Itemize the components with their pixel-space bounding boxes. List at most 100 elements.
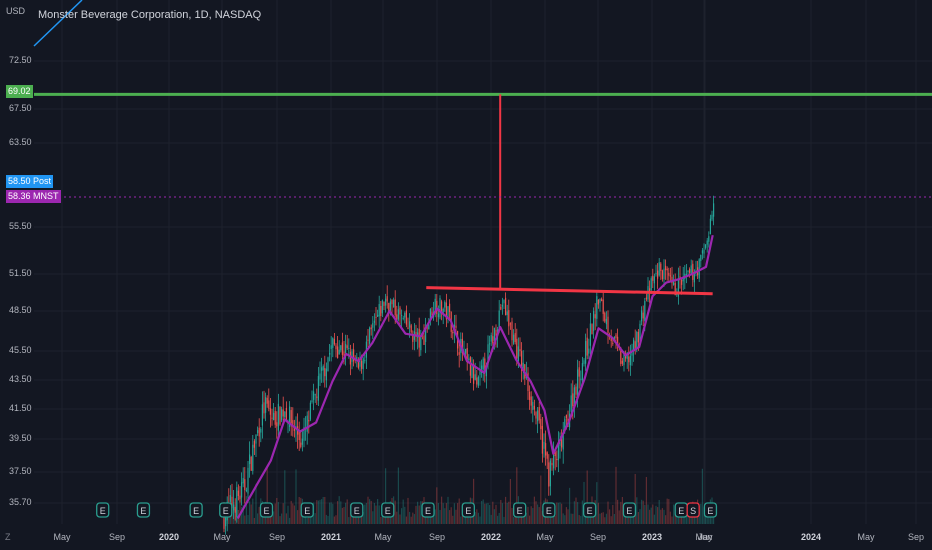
volume-bar — [562, 513, 564, 524]
volume-bar — [610, 516, 612, 524]
scale-toggle-button[interactable]: Z — [5, 532, 11, 542]
earnings-marker[interactable]: E — [582, 502, 597, 518]
earnings-marker[interactable]: E — [622, 502, 637, 518]
drawing-tools[interactable] — [33, 0, 932, 296]
volume-bar — [463, 517, 465, 524]
volume-bar — [665, 515, 667, 524]
earnings-marker[interactable]: E — [703, 502, 718, 518]
candle-body — [546, 452, 548, 459]
candle-body — [575, 386, 577, 395]
earnings-badge — [189, 502, 203, 518]
earnings-badge — [542, 502, 556, 518]
candle-body — [357, 359, 359, 368]
volume-bar — [666, 498, 668, 524]
volume-bar — [257, 513, 259, 524]
candle-body — [345, 343, 347, 353]
earnings-marker[interactable]: E — [421, 502, 435, 518]
volume-bar — [433, 514, 435, 524]
earnings-marker[interactable]: E — [350, 502, 364, 518]
volume-bar — [253, 517, 255, 524]
price-tick-label: 35.70 — [9, 497, 32, 507]
price-tick-label: 43.50 — [9, 374, 32, 384]
candle-body — [701, 250, 703, 254]
candle-body — [503, 299, 505, 304]
earnings-badge — [622, 502, 637, 518]
candle-body — [364, 360, 366, 362]
earnings-marker[interactable]: E — [300, 502, 314, 518]
volume-bar — [663, 509, 665, 524]
target-price-tag: 69.02 — [6, 85, 33, 98]
candle-body — [249, 454, 251, 464]
earnings-marker[interactable]: E — [219, 502, 233, 518]
volume-bar — [503, 516, 505, 524]
candle-body — [473, 363, 475, 384]
candle-body — [271, 417, 273, 419]
candle-body — [445, 302, 447, 320]
volume-bar — [581, 500, 583, 524]
earnings-marker[interactable]: E — [674, 502, 688, 518]
candle-body — [356, 357, 358, 360]
candle-body — [551, 462, 553, 466]
volume-bar — [325, 514, 327, 524]
volume-bar — [532, 508, 534, 524]
volume-bar — [293, 505, 295, 524]
candle-body — [644, 301, 646, 321]
candle-body — [391, 299, 393, 305]
earnings-marker[interactable]: E — [259, 502, 274, 518]
earnings-marker[interactable]: E — [189, 502, 203, 518]
volume-bar — [645, 476, 647, 524]
candle-body — [561, 436, 563, 448]
earnings-marker[interactable]: E — [381, 502, 395, 518]
candle-body — [306, 415, 308, 432]
candlestick-series — [223, 195, 715, 535]
volume-bar — [377, 499, 379, 524]
candle-body — [236, 487, 238, 518]
earnings-marker[interactable]: E — [513, 502, 527, 518]
candle-body — [596, 296, 598, 319]
volume-bar — [612, 505, 614, 524]
trend-line[interactable] — [33, 0, 83, 47]
candle-body — [641, 310, 643, 322]
volume-bar — [372, 511, 374, 524]
volume-bar — [426, 516, 428, 524]
candle-body — [509, 323, 511, 325]
volume-bar — [457, 503, 459, 524]
volume-bar — [341, 507, 343, 524]
candle-body — [269, 408, 271, 415]
volume-bar — [407, 497, 409, 524]
earnings-marker[interactable]: E — [136, 502, 151, 518]
split-marker[interactable]: S — [686, 502, 700, 518]
volume-bar — [514, 516, 516, 524]
candle-body — [706, 240, 708, 245]
candle-body — [511, 321, 513, 341]
volume-bar — [482, 499, 484, 524]
candle-body — [649, 288, 651, 293]
volume-bar — [509, 479, 511, 524]
earnings-badge — [350, 502, 364, 518]
volume-bar — [513, 517, 515, 524]
candle-body — [682, 277, 684, 282]
volume-bar — [378, 505, 380, 524]
candle-body — [434, 298, 436, 314]
neckline[interactable] — [426, 286, 713, 296]
candle-body — [418, 328, 420, 348]
volume-bar — [345, 502, 347, 524]
candle-body — [666, 268, 668, 271]
candle-body — [447, 306, 449, 320]
earnings-marker[interactable]: E — [461, 502, 475, 518]
candle-body — [484, 358, 486, 373]
earnings-marker[interactable]: E — [542, 502, 556, 518]
volume-bar — [529, 515, 531, 524]
volume-bar — [289, 517, 291, 524]
volume-bar — [538, 507, 540, 524]
candle-body — [381, 300, 383, 314]
volume-bar — [292, 503, 294, 524]
candle-body — [533, 405, 535, 410]
volume-bar — [508, 501, 510, 524]
candle-body — [316, 396, 318, 398]
earnings-marker[interactable]: E — [96, 502, 110, 518]
candle-body — [281, 409, 283, 421]
candle-body — [389, 301, 391, 314]
